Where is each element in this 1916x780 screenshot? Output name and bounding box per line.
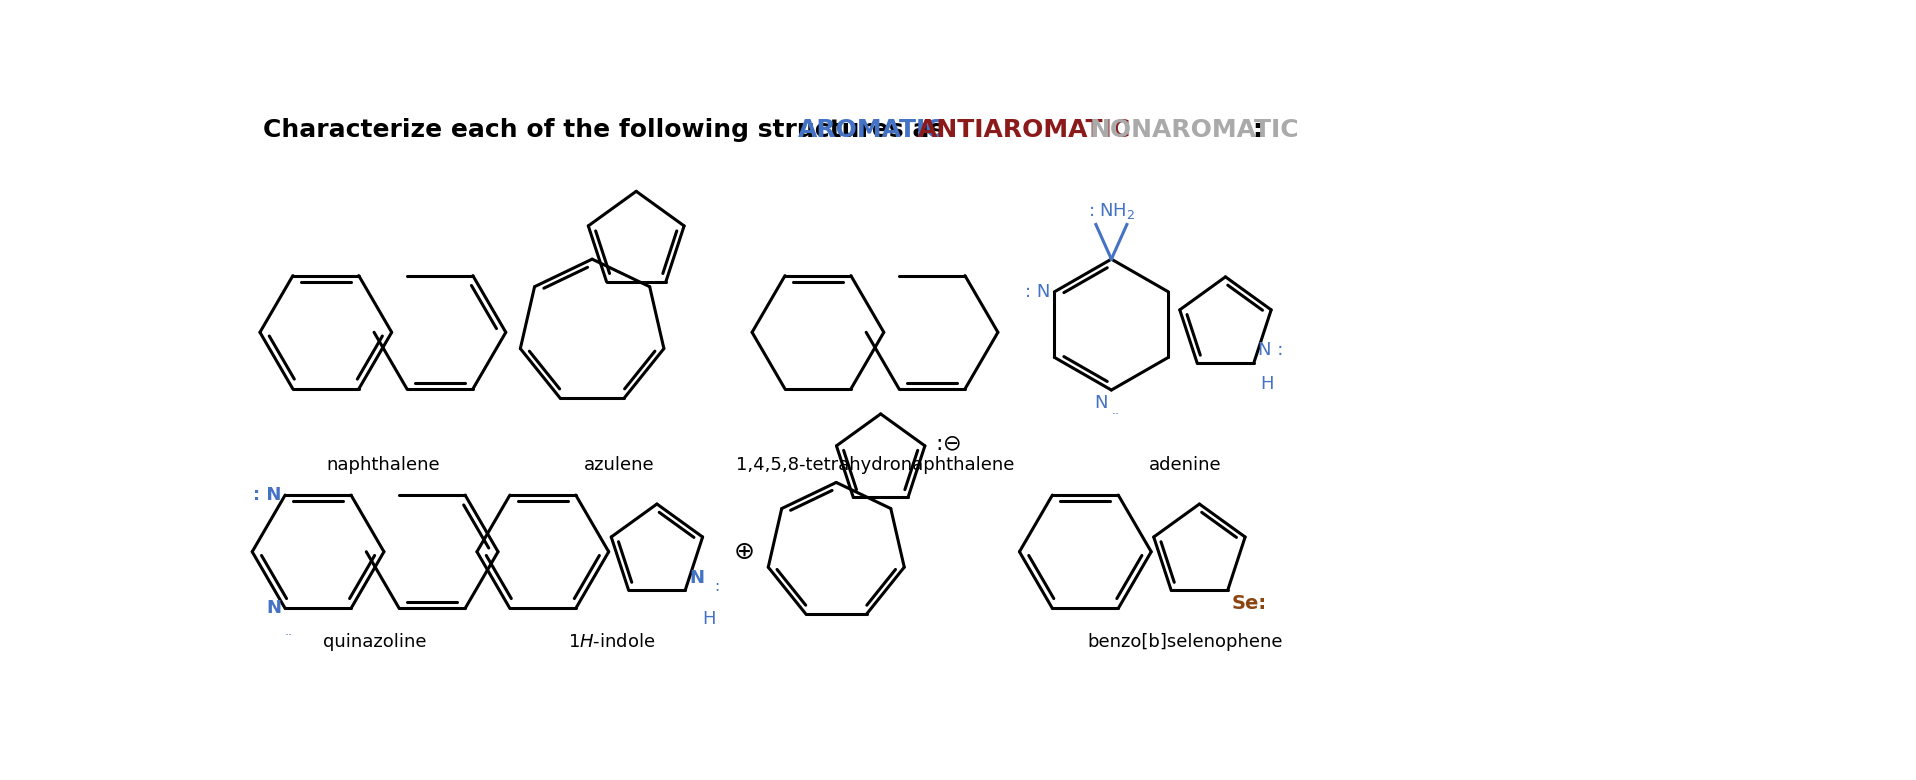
Text: Se:: Se: [1232,594,1266,613]
Text: : NH$_2$: : NH$_2$ [1088,200,1134,221]
Text: H: H [1261,374,1274,393]
Text: : N: : N [253,486,282,504]
Text: NONAROMATIC: NONAROMATIC [1090,119,1299,142]
Text: Characterize each of the following structures as: Characterize each of the following struc… [262,119,952,142]
Text: : N: : N [1025,283,1050,301]
Text: N: N [266,600,282,618]
Text: AROMATIC: AROMATIC [797,119,945,142]
Text: 1,4,5,8-tetrahydronaphthalene: 1,4,5,8-tetrahydronaphthalene [736,456,1014,473]
Text: quinazoline: quinazoline [324,633,427,651]
Text: H: H [703,610,717,628]
Text: N :: N : [1257,342,1284,360]
Text: azulene: azulene [584,456,655,473]
Text: N: N [1094,394,1107,412]
Text: ..: .. [1111,404,1119,417]
Text: ANTIAROMATIC: ANTIAROMATIC [918,119,1130,142]
Text: adenine: adenine [1150,456,1220,473]
Text: :: : [715,579,720,594]
Text: benzo[b]selenophene: benzo[b]selenophene [1086,633,1282,651]
Text: $\oplus$: $\oplus$ [734,540,753,564]
Text: naphthalene: naphthalene [326,456,439,473]
Text: N: N [690,569,703,587]
Text: ..: .. [285,626,293,638]
Text: $1H$-indole: $1H$-indole [567,633,655,651]
Text: :: : [1253,119,1263,142]
Text: :$\ominus$: :$\ominus$ [935,434,962,455]
